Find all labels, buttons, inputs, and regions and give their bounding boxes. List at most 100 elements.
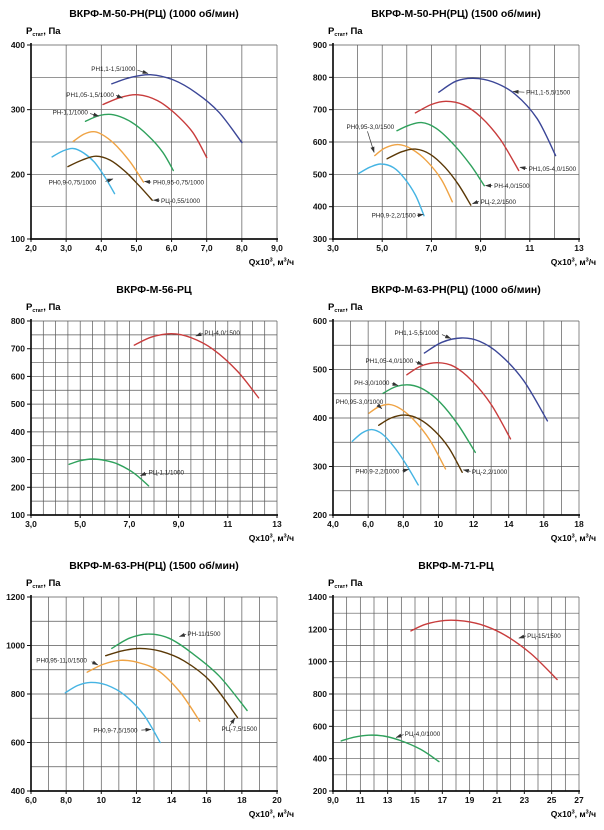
curve-label: РЦ-15/1500 (527, 633, 561, 640)
x-axis-tick-label: 5,0 (131, 243, 143, 253)
fan-curve (133, 332, 260, 399)
chart-title: ВКРФ-М-63-РН(РЦ) (1500 об/мин) (69, 560, 239, 572)
curve-label: РН0,9-7,5/1500 (93, 728, 138, 735)
curve-label-leader-line (462, 469, 471, 473)
fan-curve (368, 403, 447, 470)
curve-label: РН0,9-2,2/1500 (372, 213, 417, 220)
fan-curve (374, 143, 453, 203)
y-axis-tick-label: 800 (313, 72, 327, 82)
y-axis-unit-label: Pстат, Па (328, 578, 363, 590)
y-axis-tick-label: 1000 (308, 657, 327, 667)
x-axis-tick-label: 9,0 (327, 795, 339, 805)
y-axis-tick-label: 1400 (308, 592, 327, 602)
fan-curve (111, 633, 248, 712)
fan-curve (51, 147, 116, 195)
y-axis-tick-label: 300 (11, 455, 25, 465)
fan-curve (423, 337, 549, 422)
curve-label: РЦ-4,0/1000 (405, 731, 441, 738)
curve-label: РЦ-1,1/1000 (149, 470, 185, 477)
x-axis-tick-label: 12 (132, 795, 142, 805)
y-axis-tick-label: 200 (11, 169, 25, 179)
x-axis-tick-label: 5,0 (376, 243, 388, 253)
fan-curve (406, 361, 512, 440)
curve-label: РН0,9-0,75/1000 (49, 180, 97, 187)
curve-label-leader-line (137, 69, 149, 74)
curve-label: РН-1,1/1000 (53, 109, 89, 116)
x-axis-tick-label: 18 (574, 519, 584, 529)
fan-curve (438, 77, 557, 157)
curve-label-leader-line (115, 94, 123, 99)
curve-label: РЦ-0,55/1000 (161, 198, 200, 205)
chart-title: ВКРФ-М-50-РН(РЦ) (1000 об/мин) (69, 8, 239, 20)
x-axis-tick-label: 13 (574, 243, 584, 253)
curve-label-leader-line (417, 213, 424, 218)
y-axis-tick-label: 1000 (6, 641, 25, 651)
curve-label: РН-3,0/1000 (354, 380, 390, 387)
y-axis-tick-label: 600 (313, 137, 327, 147)
x-axis-tick-label: 11 (525, 243, 534, 253)
y-axis-tick-label: 800 (11, 689, 25, 699)
x-axis-tick-label: 13 (272, 519, 282, 529)
curve-label-leader-line (391, 381, 399, 386)
curve-label: РН1,05-1,5/1000 (66, 92, 114, 99)
y-axis-unit-label: Pстат, Па (26, 578, 61, 590)
y-axis-unit-label: Pстат, Па (328, 26, 363, 38)
grid-lines (30, 596, 278, 792)
fan-curve (378, 414, 463, 473)
y-axis-tick-label: 400 (11, 40, 25, 50)
x-axis-tick-label: 25 (547, 795, 557, 805)
x-axis-tick-label: 19 (465, 795, 475, 805)
curve-label-leader-line (519, 166, 527, 171)
x-axis-tick-label: 8,0 (60, 795, 72, 805)
x-axis-tick-label: 17 (438, 795, 448, 805)
y-axis-tick-label: 400 (11, 786, 25, 796)
fan-curve-chart-vkrf-m-56: 100 200 300 400 500 600 700 800 3,0 5,0 7,0 9,0 11 13… (11, 284, 294, 543)
curve-label-leader-line (441, 334, 452, 339)
x-axis-unit-label: Qх103, м3/ч (249, 809, 294, 819)
y-axis-unit-label: Pстат, Па (26, 302, 61, 314)
curve-label-leader-line (195, 332, 203, 337)
fan-curve-chart-vkrf-m-63-1000: 200 300 400 500 600 4,0 6,0 8,0 10 12 14 16 18 РН1,1-… (313, 284, 596, 543)
curve-label-leader-line (105, 178, 114, 183)
fan-curve (340, 734, 440, 763)
x-axis-tick-label: 3,0 (25, 519, 37, 529)
y-axis-tick-label: 400 (313, 754, 327, 764)
y-axis-tick-label: 100 (11, 234, 25, 244)
fan-curve-chart-vkrf-m-50-1500: 300 400 500 600 700 800 900 3,0 5,0 7,0 9,0 11 13 РН1… (313, 8, 596, 267)
curve-label-leader-line (179, 632, 187, 637)
fan-curve (414, 100, 520, 172)
grid-lines (30, 44, 278, 240)
curve-label: РЦ-2,2/1500 (481, 199, 517, 206)
curve-label: РН1,05-4,0/1000 (366, 358, 414, 365)
chart-title: ВКРФ-М-50-РН(РЦ) (1500 об/мин) (371, 8, 541, 20)
x-axis-tick-label: 8,0 (397, 519, 409, 529)
x-axis-unit-label: Qх103, м3/ч (249, 533, 294, 543)
grid-lines (332, 596, 580, 792)
chart-title: ВКРФ-М-56-РЦ (116, 284, 192, 296)
y-axis-tick-label: 500 (313, 365, 327, 375)
fan-curve-chart-vkrf-m-50-1000: 100 200 300 400 2,0 3,0 4,0 5,0 6,0 7,0 8,0 9,0 РН1,… (11, 8, 294, 267)
curve-label-leader-line (415, 360, 424, 365)
fan-curve (84, 113, 174, 172)
x-axis-tick-label: 4,0 (95, 243, 107, 253)
y-axis-tick-label: 700 (313, 105, 327, 115)
y-axis-tick-label: 300 (313, 234, 327, 244)
x-axis-tick-label: 9,0 (475, 243, 487, 253)
fan-curve (68, 458, 150, 487)
y-axis-tick-label: 300 (11, 105, 25, 115)
fan-curve (72, 130, 145, 183)
x-axis-tick-label: 14 (167, 795, 177, 805)
curve-label: РН0,9-2,2/1000 (355, 468, 400, 475)
y-axis-tick-label: 400 (313, 413, 327, 423)
x-axis-tick-label: 9,0 (173, 519, 185, 529)
y-axis-tick-label: 600 (313, 316, 327, 326)
y-axis-tick-label: 300 (313, 462, 327, 472)
y-axis-tick-label: 400 (313, 202, 327, 212)
curve-label-leader-line (367, 131, 375, 153)
x-axis-tick-label: 27 (574, 795, 584, 805)
curve-label: РН1,1-1,5/1000 (91, 66, 136, 73)
curve-label-leader-line (512, 89, 525, 94)
curve-label: РЦ-2,2/1000 (472, 469, 508, 476)
x-axis-tick-label: 16 (539, 519, 549, 529)
y-axis-tick-label: 900 (313, 40, 327, 50)
